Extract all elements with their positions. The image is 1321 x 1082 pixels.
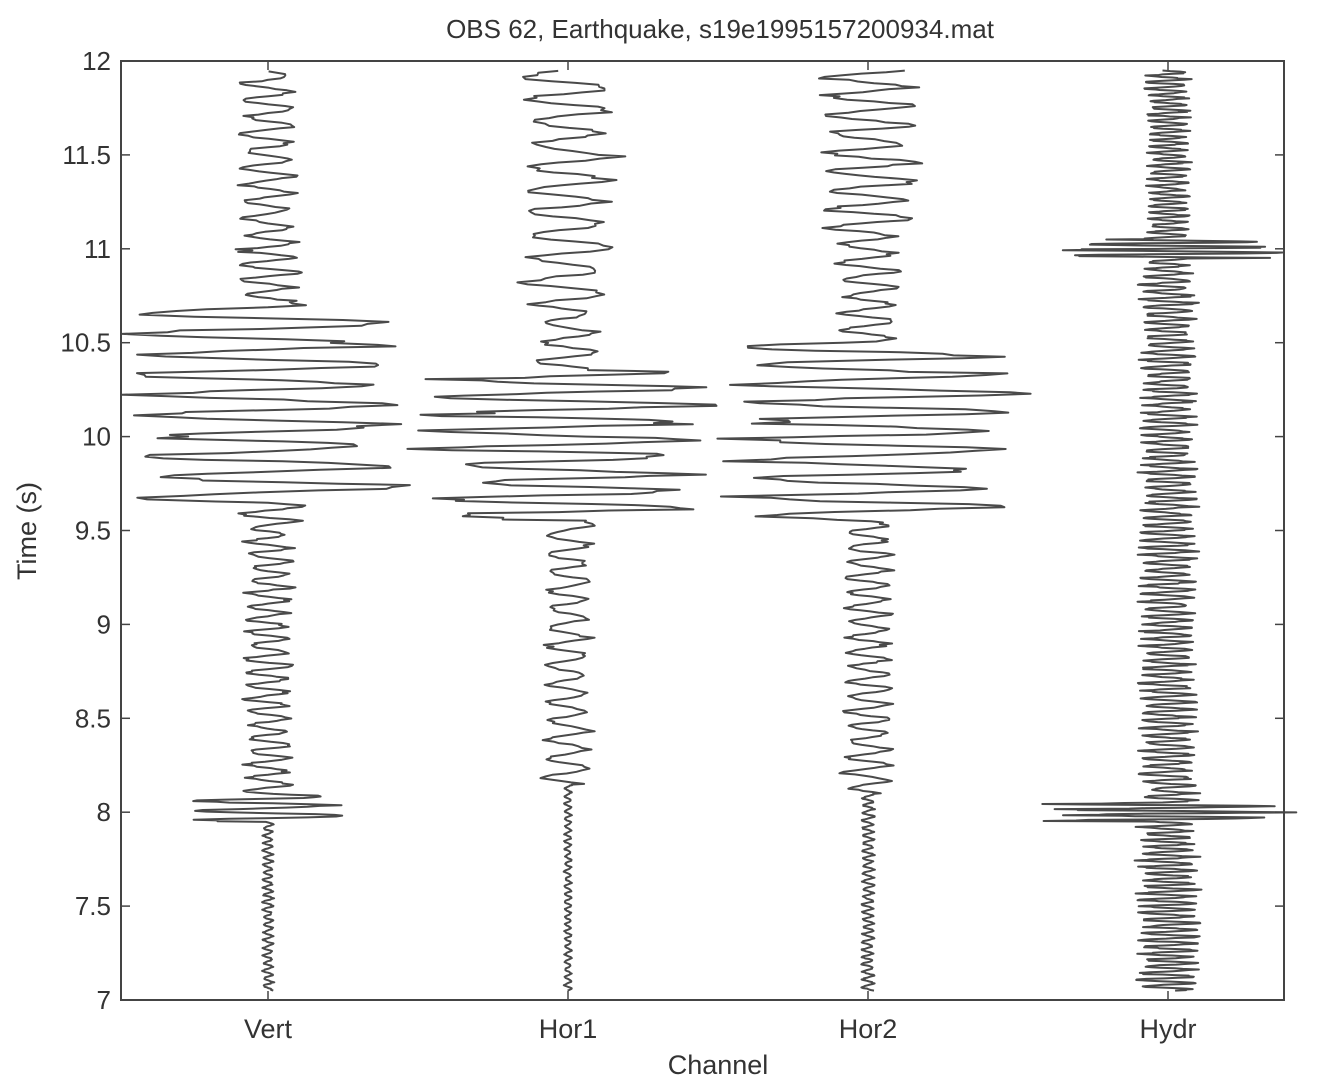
chart-title: OBS 62, Earthquake, s19e1995157200934.ma… <box>446 14 995 44</box>
y-tick-label: 10.5 <box>60 328 111 358</box>
y-tick-label: 8 <box>97 797 111 827</box>
y-tick-label: 9 <box>97 609 111 639</box>
y-tick-label: 8.5 <box>75 703 111 733</box>
trace-hor1 <box>406 69 718 992</box>
trace-hydr <box>1041 69 1298 992</box>
x-tick-label-hydr: Hydr <box>1139 1014 1196 1044</box>
y-tick-label: 10 <box>82 422 111 452</box>
y-tick-label: 7.5 <box>75 891 111 921</box>
trace-group <box>120 69 1298 992</box>
trace-vert <box>120 70 411 992</box>
x-axis-label: Channel <box>668 1050 769 1080</box>
plot-frame <box>120 60 1285 1001</box>
y-tick-label: 7 <box>97 985 111 1015</box>
x-tick-label-vert: Vert <box>244 1014 293 1044</box>
x-tick-label-hor1: Hor1 <box>539 1014 598 1044</box>
x-tick-label-hor2: Hor2 <box>839 1014 898 1044</box>
x-tick-group: Vert Hor1 Hor2 Hydr <box>244 61 1197 1044</box>
y-tick-label: 12 <box>82 46 111 76</box>
y-tick-label: 11.5 <box>62 140 111 170</box>
y-tick-group: 7 7.5 8 8.5 9 9.5 10 10.5 11 11.5 12 <box>60 46 1284 1015</box>
y-tick-label: 9.5 <box>75 516 111 546</box>
y-axis-label: Time (s) <box>12 482 42 580</box>
trace-hor2 <box>716 69 1032 992</box>
y-tick-label: 11 <box>84 234 111 264</box>
